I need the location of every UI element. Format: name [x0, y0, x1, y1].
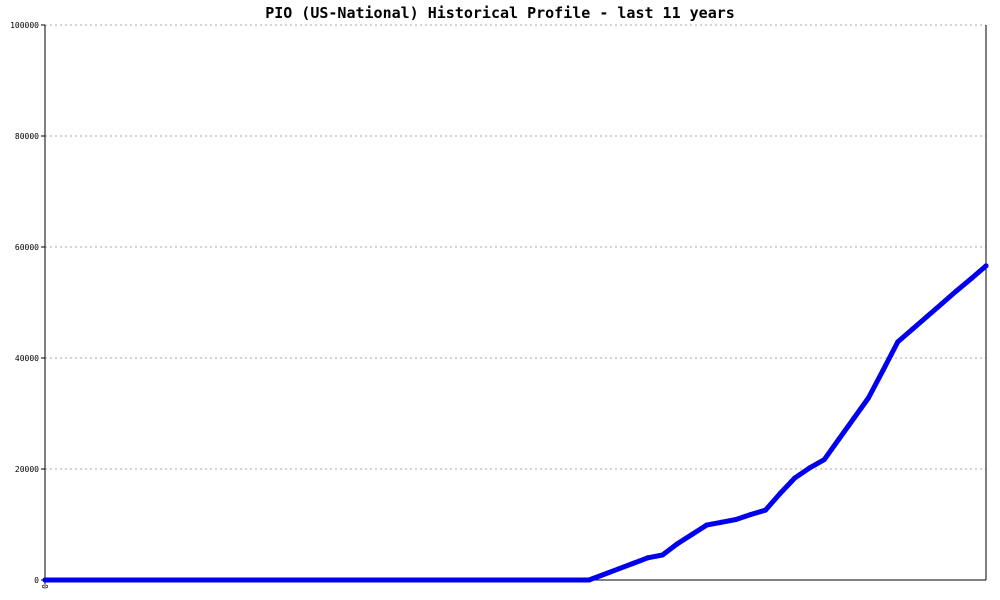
- data-point: [777, 490, 783, 496]
- data-point: [277, 577, 283, 583]
- series-layer: [42, 263, 989, 583]
- series-line: [42, 263, 989, 583]
- data-point: [836, 436, 842, 442]
- data-point: [380, 577, 386, 583]
- data-point: [968, 276, 974, 282]
- data-point: [821, 457, 827, 463]
- y-tick-label: 20000: [15, 465, 39, 474]
- data-point: [454, 577, 460, 583]
- y-axis-ticks: 0 20000 40000 60000 80000 100000: [10, 21, 39, 585]
- data-point: [439, 577, 445, 583]
- y-tick-label: 40000: [15, 354, 39, 363]
- x-tick-label: 0: [41, 584, 50, 589]
- data-point: [542, 577, 548, 583]
- data-point: [615, 566, 621, 572]
- data-point: [57, 577, 63, 583]
- data-point: [189, 577, 195, 583]
- data-point: [895, 339, 901, 345]
- data-point: [424, 577, 430, 583]
- data-point: [513, 577, 518, 583]
- data-point: [939, 301, 945, 307]
- data-point: [307, 577, 313, 583]
- data-point: [733, 517, 739, 523]
- axes: [41, 24, 987, 584]
- data-point: [336, 577, 342, 583]
- data-point: [586, 577, 592, 583]
- data-point: [762, 507, 768, 513]
- data-point: [263, 577, 269, 583]
- data-point: [630, 560, 636, 566]
- data-point: [292, 577, 298, 583]
- data-point: [792, 475, 798, 481]
- data-point: [365, 577, 371, 583]
- data-point: [924, 313, 930, 319]
- data-point: [498, 577, 504, 583]
- data-point: [248, 577, 254, 583]
- data-point: [880, 367, 886, 373]
- data-point: [865, 395, 871, 401]
- data-point: [321, 577, 327, 583]
- data-point: [410, 577, 416, 583]
- data-point: [748, 512, 754, 518]
- grid-lines: [45, 24, 986, 470]
- data-point: [42, 577, 48, 583]
- data-point: [660, 552, 666, 558]
- chart-title: PIO (US-National) Historical Profile - l…: [265, 4, 735, 22]
- data-point: [527, 577, 533, 583]
- y-tick-label: 60000: [15, 243, 39, 252]
- data-point: [468, 577, 474, 583]
- data-point: [571, 577, 577, 583]
- data-point: [218, 577, 224, 583]
- data-point: [71, 577, 77, 583]
- data-point: [174, 577, 180, 583]
- data-point: [704, 522, 710, 528]
- y-tick-label: 80000: [15, 132, 39, 141]
- data-point: [116, 577, 122, 583]
- data-point: [909, 326, 915, 332]
- data-point: [233, 577, 239, 583]
- data-point: [601, 571, 607, 577]
- data-point: [983, 263, 989, 269]
- data-point: [689, 531, 695, 537]
- data-point: [807, 465, 813, 471]
- y-tick-label: 0: [34, 576, 39, 585]
- data-point: [954, 288, 960, 294]
- x-axis-ticks: 0: [41, 584, 50, 589]
- data-point: [130, 577, 136, 583]
- data-point: [483, 577, 489, 583]
- data-point: [645, 555, 651, 561]
- data-point: [395, 577, 401, 583]
- data-point: [718, 519, 724, 525]
- data-point: [160, 577, 166, 583]
- data-point: [351, 577, 357, 583]
- data-point: [557, 577, 563, 583]
- data-point: [851, 415, 857, 421]
- data-point: [145, 577, 151, 583]
- y-tick-label: 100000: [10, 21, 39, 30]
- data-point: [86, 577, 92, 583]
- data-point: [674, 541, 680, 547]
- data-point: [101, 577, 107, 583]
- data-point: [204, 577, 210, 583]
